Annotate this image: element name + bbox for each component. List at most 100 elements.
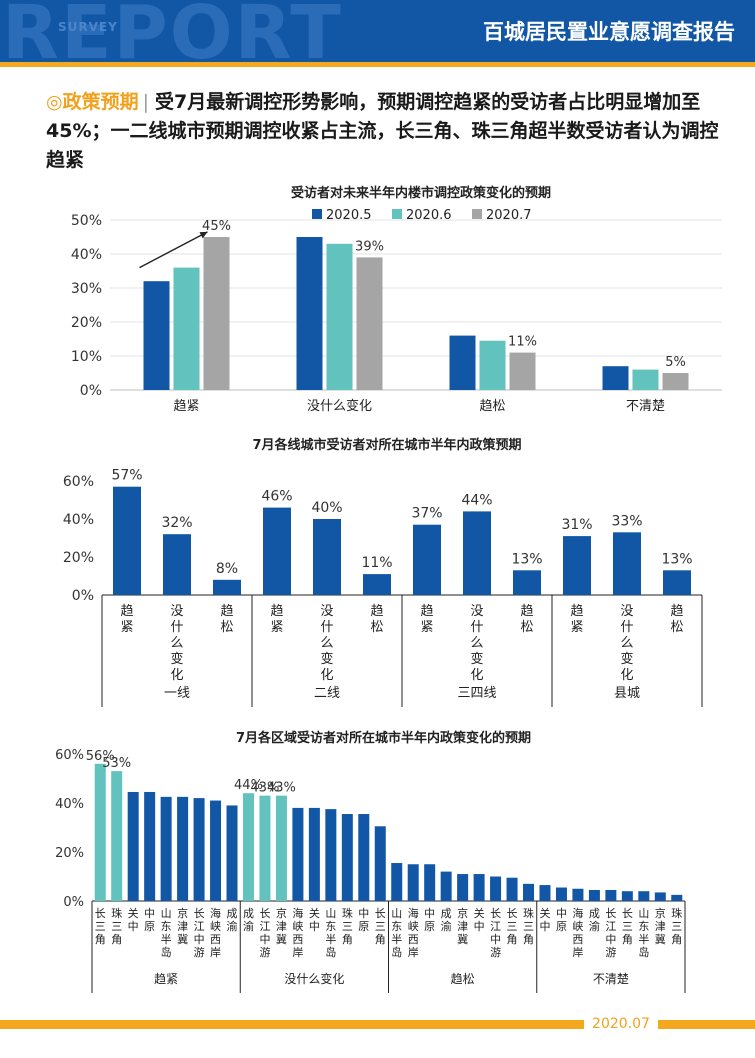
x-tick-label: 京: [177, 906, 188, 920]
x-tick-label: 京: [457, 906, 468, 920]
x-tick-label: 中: [605, 933, 616, 946]
x-tick-label: 三: [342, 920, 353, 933]
y-tick-label: 0%: [63, 895, 84, 910]
x-tick-label: 成: [589, 907, 600, 920]
data-label: 13%: [511, 551, 542, 567]
x-tick-label: 岛: [638, 945, 649, 959]
footer-bar-right: [658, 1020, 755, 1029]
y-tick-label: 40%: [71, 247, 102, 263]
x-tick-label: 角: [95, 933, 106, 946]
x-tick-label: 半: [391, 932, 402, 946]
group-label: 没什么变化: [284, 971, 344, 986]
x-tick-label: 中: [556, 907, 567, 920]
x-tick-label: 变: [470, 651, 483, 667]
group-label: 县城: [614, 686, 640, 701]
x-tick-label: 紧: [120, 620, 133, 635]
y-tick-label: 60%: [55, 748, 84, 763]
x-tick-label: 什: [170, 620, 183, 635]
x-tick-label: 山: [161, 907, 172, 920]
x-tick-label: 津: [276, 920, 287, 933]
data-label: 39%: [355, 239, 384, 254]
y-tick-label: 20%: [55, 846, 84, 861]
y-tick-label: 40%: [63, 512, 94, 528]
x-tick-label: 关: [128, 906, 139, 920]
x-tick-label: 角: [671, 933, 682, 946]
report-header: REPORT SURVEY 百城居民置业意愿调查报告: [0, 0, 755, 62]
x-tick-label: 原: [358, 920, 369, 933]
data-label: 53%: [102, 756, 131, 771]
data-label: 13%: [661, 551, 692, 567]
x-tick-label: 海: [292, 906, 303, 920]
x-tick-label: 海: [210, 906, 221, 920]
bar: [407, 864, 419, 901]
x-tick-label: 三: [523, 920, 534, 933]
x-tick-label: 游: [259, 946, 270, 959]
x-tick-label: 没: [470, 604, 483, 619]
bar: [563, 536, 591, 595]
x-tick-label: 没: [170, 604, 183, 619]
x-tick-label: 紧: [270, 620, 283, 635]
x-tick-label: 峡: [572, 919, 583, 933]
bar: [113, 486, 141, 595]
x-tick-label: 山: [638, 907, 649, 920]
x-tick-label: 津: [457, 920, 468, 933]
y-tick-label: 20%: [71, 315, 102, 331]
x-tick-label: 松: [520, 620, 533, 635]
x-tick-label: 关: [474, 906, 485, 920]
x-tick-label: 海: [408, 906, 419, 920]
x-tick-label: 原: [556, 920, 567, 933]
bar: [313, 519, 341, 595]
x-tick-label: 趋: [120, 604, 133, 619]
x-tick-label: 趋紧: [173, 399, 199, 414]
data-label: 44%: [461, 492, 492, 508]
x-tick-label: 岛: [161, 945, 172, 959]
bar: [671, 894, 683, 901]
x-tick-label: 峡: [292, 919, 303, 933]
x-tick-label: 西: [292, 933, 303, 946]
chart-region-expectation: 7月各区域受访者对所在城市半年内政策变化的预期 0% 20% 40% 60% 56% 长三角…: [55, 730, 686, 993]
bar: [163, 534, 191, 595]
x-tick-label: 松: [670, 620, 683, 635]
legend-swatch: [392, 209, 402, 219]
x-tick-label: 什: [620, 620, 633, 635]
x-tick-label: 峡: [210, 919, 221, 933]
bar: [662, 373, 689, 390]
x-tick-label: 东: [391, 920, 402, 933]
x-tick-label: 珠: [523, 906, 534, 920]
bar: [539, 885, 551, 901]
x-tick-label: 岛: [391, 945, 402, 959]
bar: [506, 877, 518, 901]
data-label: 37%: [411, 506, 442, 522]
x-tick-label: 三: [95, 920, 106, 933]
data-label: 33%: [611, 513, 642, 529]
bar: [613, 532, 641, 595]
group-label: 趋紧: [154, 972, 178, 986]
data-label: 43%: [267, 781, 296, 796]
data-label: 56%: [86, 749, 115, 764]
x-tick-label: 东: [325, 920, 336, 933]
x-tick-label: 中: [424, 907, 435, 920]
legend-label: 2020.7: [486, 208, 532, 223]
bar: [440, 871, 452, 901]
x-tick-label: 江: [605, 920, 616, 933]
bar: [663, 570, 691, 595]
x-tick-label: 三: [375, 920, 386, 933]
bar: [391, 863, 403, 901]
data-label: 57%: [111, 468, 142, 484]
bar: [457, 874, 469, 901]
x-tick-label: 江: [490, 920, 501, 933]
report-title: 百城居民置业意愿调查报告: [483, 20, 735, 44]
x-tick-label: 变: [320, 651, 333, 667]
x-tick-label: 冀: [655, 932, 666, 946]
header-watermark: REPORT: [2, 0, 343, 62]
x-tick-label: 游: [194, 946, 205, 959]
bar: [490, 876, 502, 901]
x-tick-label: 趋: [220, 604, 233, 619]
x-tick-label: 成: [441, 907, 452, 920]
headline-tag: ◎政策预期: [46, 91, 139, 113]
bar: [654, 892, 666, 901]
x-tick-label: 中: [358, 907, 369, 920]
bar: [308, 807, 320, 901]
x-tick-label: 山: [325, 907, 336, 920]
bar: [632, 369, 659, 390]
